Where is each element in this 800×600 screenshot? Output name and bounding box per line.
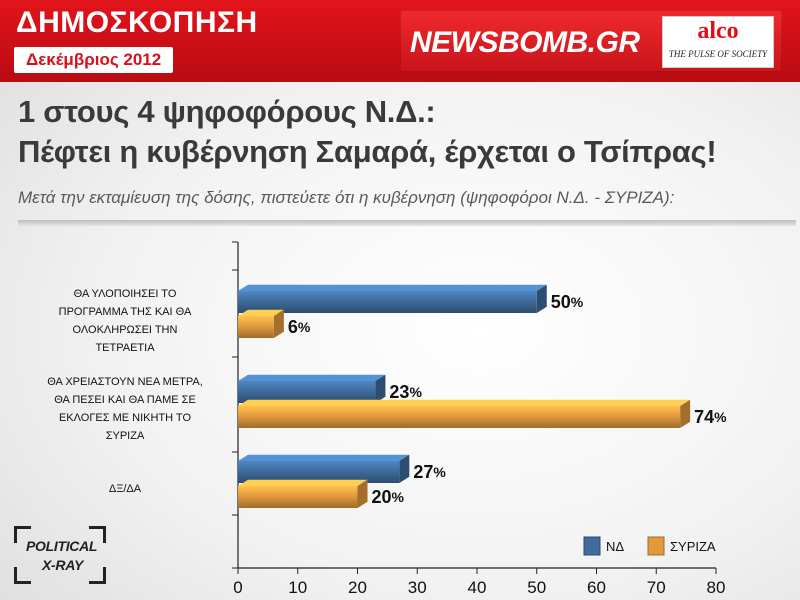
bar-top-face xyxy=(238,284,547,291)
header-bar: ΔΗΜΟΣΚΟΠΗΣΗ Δεκέμβριος 2012 NEWSBOMB.GR … xyxy=(0,0,800,82)
data-label: 74% xyxy=(694,407,727,427)
x-tick-label: 60 xyxy=(587,578,606,597)
x-tick-label: 50 xyxy=(527,578,546,597)
bar-nd xyxy=(238,461,400,483)
bar-top-face xyxy=(238,479,368,486)
category-label-line: ΟΛΟΚΛΗΡΩΣΕΙ ΤΗΝ xyxy=(72,324,178,336)
poll-date-text: Δεκέμβριος 2012 xyxy=(26,50,162,69)
x-tick-label: 40 xyxy=(468,578,487,597)
category-label-line: ΕΚΛΟΓΕΣ ΜΕ ΝΙΚΗΤΗ ΤΟ xyxy=(58,412,192,424)
category-label-line: ΔΞ/ΔΑ xyxy=(108,483,142,495)
badge-corner-bottom-right xyxy=(89,567,106,584)
category-label-line: ΤΕΤΡΑΕΤΙΑ xyxy=(95,342,155,354)
category-label-line: ΘΑ ΠΕΣΕΙ ΚΑΙ ΘΑ ΠΑΜΕ ΣΕ xyxy=(54,394,196,406)
data-label: 6% xyxy=(288,317,311,337)
legend-swatch-syriza xyxy=(647,536,665,556)
category-label: ΘΑ ΥΛΟΠΟΙΗΣΕΙ ΤΟ ΠΡΟΓΡΑΜΜΑ ΤΗΣ ΚΑΙ ΘΑ ΟΛΟΚ… xyxy=(20,285,230,357)
bar-syriza xyxy=(238,406,681,428)
category-label-line: ΘΑ ΥΛΟΠΟΙΗΣΕΙ ΤΟ xyxy=(73,288,177,300)
headline-line-1: 1 στους 4 ψηφοφόρους Ν.Δ.: xyxy=(18,94,436,129)
x-tick-label: 10 xyxy=(288,578,307,597)
badge-corner-bottom-left xyxy=(14,567,31,584)
x-tick-label: 20 xyxy=(348,578,367,597)
bar-side-face xyxy=(399,454,410,483)
bar-side-face xyxy=(375,374,386,403)
data-label: 23% xyxy=(389,382,422,402)
category-label: ΘΑ ΧΡΕΙΑΣΤΟΥΝ ΝΕΑ ΜΕΤΡΑ, ΘΑ ΠΕΣΕΙ ΚΑΙ ΘΑ … xyxy=(20,373,230,445)
bar-top-face xyxy=(238,399,691,406)
bar-top-face xyxy=(238,454,410,461)
x-tick-label: 80 xyxy=(707,578,726,597)
legend-label-nd: ΝΔ xyxy=(606,539,624,554)
bar-syriza xyxy=(238,316,274,338)
poll-date: Δεκέμβριος 2012 xyxy=(14,47,174,73)
category-label-line: ΠΡΟΓΡΑΜΜΑ ΤΗΣ ΚΑΙ ΘΑ xyxy=(58,306,192,318)
poll-title: ΔΗΜΟΣΚΟΠΗΣΗ xyxy=(16,6,258,39)
political-xray-badge: POLITICAL X-RAY xyxy=(14,526,106,584)
data-label: 20% xyxy=(372,487,405,507)
badge-text-political: POLITICAL xyxy=(26,538,98,554)
data-label: 50% xyxy=(551,292,584,312)
badge-corner-top-right xyxy=(89,526,106,543)
bar-side-face xyxy=(680,399,691,428)
bar-nd xyxy=(238,291,537,313)
legend-label-syriza: ΣΥΡΙΖΑ xyxy=(670,539,716,554)
question-subtitle: Μετά την εκταμίευση της δόσης, πιστεύετε… xyxy=(18,188,675,207)
newsbomb-logo: NEWSBOMB.GR xyxy=(410,26,640,59)
bar-nd xyxy=(238,381,376,403)
bar-syriza xyxy=(238,486,358,508)
alco-logo: alco THE PULSE OF SOCIETY xyxy=(662,16,774,68)
badge-text-xray: X-RAY xyxy=(42,557,84,573)
bar-top-face xyxy=(238,374,386,381)
bar-side-face xyxy=(273,309,284,338)
data-label: 27% xyxy=(413,462,446,482)
headline-line-2: Πέφτει η κυβέρνηση Σαμαρά, έρχεται ο Τσί… xyxy=(18,134,717,169)
sponsor-banner: NEWSBOMB.GR alco THE PULSE OF SOCIETY xyxy=(400,10,782,72)
category-label-line: ΣΥΡΙΖΑ xyxy=(105,430,145,442)
x-tick-label: 30 xyxy=(408,578,427,597)
badge-corner-top-left xyxy=(14,526,31,543)
x-tick-label: 0 xyxy=(233,578,242,597)
category-label: ΔΞ/ΔΑ xyxy=(20,480,230,498)
bar-side-face xyxy=(536,284,547,313)
bar-top-face xyxy=(238,309,284,316)
bar-side-face xyxy=(357,479,368,508)
x-tick-label: 70 xyxy=(647,578,666,597)
alco-logo-name: alco xyxy=(697,18,739,44)
headline: 1 στους 4 ψηφοφόρους Ν.Δ.: Πέφτει η κυβέ… xyxy=(18,92,717,172)
category-label-line: ΘΑ ΧΡΕΙΑΣΤΟΥΝ ΝΕΑ ΜΕΤΡΑ, xyxy=(47,376,203,388)
divider xyxy=(18,220,796,226)
alco-logo-tagline: THE PULSE OF SOCIETY xyxy=(668,49,768,59)
legend-swatch-nd xyxy=(583,536,601,556)
